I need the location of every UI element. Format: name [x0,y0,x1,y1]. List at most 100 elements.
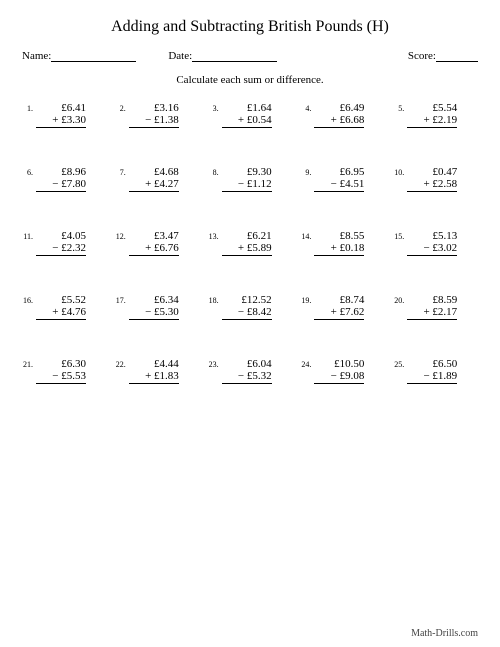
problem-body: £4.68+ £4.27 [129,166,179,192]
problem: 25.£6.50− £1.89 [393,358,478,384]
problem-number: 7. [115,166,129,177]
operand-bottom: − £1.89 [407,370,457,384]
problem: 21.£6.30− £5.53 [22,358,107,384]
problem-grid: 1.£6.41+ £3.30 2.£3.16− £1.38 3.£1.64+ £0.… [22,102,478,384]
problem-number: 12. [115,230,129,241]
problem-body: £10.50− £9.08 [314,358,364,384]
operand-bottom: − £3.02 [407,242,457,256]
operand-bottom: − £4.51 [314,178,364,192]
problem-number: 18. [208,294,222,305]
problem-number: 17. [115,294,129,305]
header-row: Name: Date: Score: [22,50,478,62]
problem: 7.£4.68+ £4.27 [115,166,200,192]
problem: 23.£6.04− £5.32 [208,358,293,384]
operand-top: £8.59 [407,294,457,306]
operand-bottom: − £9.08 [314,370,364,384]
problem: 20.£8.59+ £2.17 [393,294,478,320]
problem-body: £6.04− £5.32 [222,358,272,384]
footer: Math-Drills.com [411,628,478,639]
problem-body: £6.30− £5.53 [36,358,86,384]
problem: 1.£6.41+ £3.30 [22,102,107,128]
operand-top: £6.49 [314,102,364,114]
problem-number: 1. [22,102,36,113]
operand-bottom: + £6.76 [129,242,179,256]
problem-body: £5.54+ £2.19 [407,102,457,128]
operand-top: £5.54 [407,102,457,114]
operand-bottom: + £4.76 [36,306,86,320]
operand-top: £6.41 [36,102,86,114]
problem-number: 13. [208,230,222,241]
problem: 8.£9.30− £1.12 [208,166,293,192]
problem-body: £6.21+ £5.89 [222,230,272,256]
operand-bottom: − £8.42 [222,306,272,320]
name-label: Name: [22,50,51,62]
score-label: Score: [408,50,436,62]
operand-top: £6.50 [407,358,457,370]
operand-top: £6.95 [314,166,364,178]
problem-number: 15. [393,230,407,241]
problem-number: 8. [208,166,222,177]
operand-bottom: − £7.80 [36,178,86,192]
operand-bottom: + £3.30 [36,114,86,128]
problem-body: £9.30− £1.12 [222,166,272,192]
operand-top: £6.04 [222,358,272,370]
problem: 18.£12.52− £8.42 [208,294,293,320]
date-field: Date: [168,50,277,62]
problem-body: £5.52+ £4.76 [36,294,86,320]
problem-body: £6.34− £5.30 [129,294,179,320]
problem-number: 2. [115,102,129,113]
operand-bottom: − £5.30 [129,306,179,320]
operand-bottom: + £2.19 [407,114,457,128]
operand-top: £3.16 [129,102,179,114]
problem-body: £4.44+ £1.83 [129,358,179,384]
problem: 12.£3.47+ £6.76 [115,230,200,256]
problem-body: £6.50− £1.89 [407,358,457,384]
problem-number: 20. [393,294,407,305]
operand-top: £3.47 [129,230,179,242]
operand-top: £0.47 [407,166,457,178]
problem: 6.£8.96− £7.80 [22,166,107,192]
problem: 9.£6.95− £4.51 [300,166,385,192]
name-blank[interactable] [51,51,136,62]
operand-bottom: − £5.32 [222,370,272,384]
problem-body: £8.96− £7.80 [36,166,86,192]
problem-body: £8.74+ £7.62 [314,294,364,320]
date-blank[interactable] [192,51,277,62]
problem-number: 19. [300,294,314,305]
page-title: Adding and Subtracting British Pounds (H… [22,18,478,36]
problem-number: 21. [22,358,36,369]
problem-number: 10. [393,166,407,177]
operand-top: £5.52 [36,294,86,306]
problem: 13.£6.21+ £5.89 [208,230,293,256]
problem-number: 16. [22,294,36,305]
problem-body: £8.59+ £2.17 [407,294,457,320]
operand-top: £4.44 [129,358,179,370]
operand-top: £5.13 [407,230,457,242]
problem: 2.£3.16− £1.38 [115,102,200,128]
name-field: Name: [22,50,136,62]
operand-top: £4.05 [36,230,86,242]
problem: 14.£8.55+ £0.18 [300,230,385,256]
problem-number: 23. [208,358,222,369]
operand-top: £6.21 [222,230,272,242]
operand-top: £6.30 [36,358,86,370]
operand-top: £12.52 [222,294,272,306]
problem: 11.£4.05− £2.32 [22,230,107,256]
problem: 4.£6.49+ £6.68 [300,102,385,128]
operand-top: £9.30 [222,166,272,178]
operand-top: £8.74 [314,294,364,306]
operand-top: £10.50 [314,358,364,370]
problem-body: £8.55+ £0.18 [314,230,364,256]
problem-body: £1.64+ £0.54 [222,102,272,128]
problem-number: 3. [208,102,222,113]
problem-body: £4.05− £2.32 [36,230,86,256]
problem-number: 5. [393,102,407,113]
operand-bottom: − £2.32 [36,242,86,256]
problem-number: 4. [300,102,314,113]
problem-body: £6.49+ £6.68 [314,102,364,128]
score-blank[interactable] [436,51,478,62]
problem-body: £6.95− £4.51 [314,166,364,192]
problem: 10.£0.47+ £2.58 [393,166,478,192]
problem: 5.£5.54+ £2.19 [393,102,478,128]
problem: 22.£4.44+ £1.83 [115,358,200,384]
